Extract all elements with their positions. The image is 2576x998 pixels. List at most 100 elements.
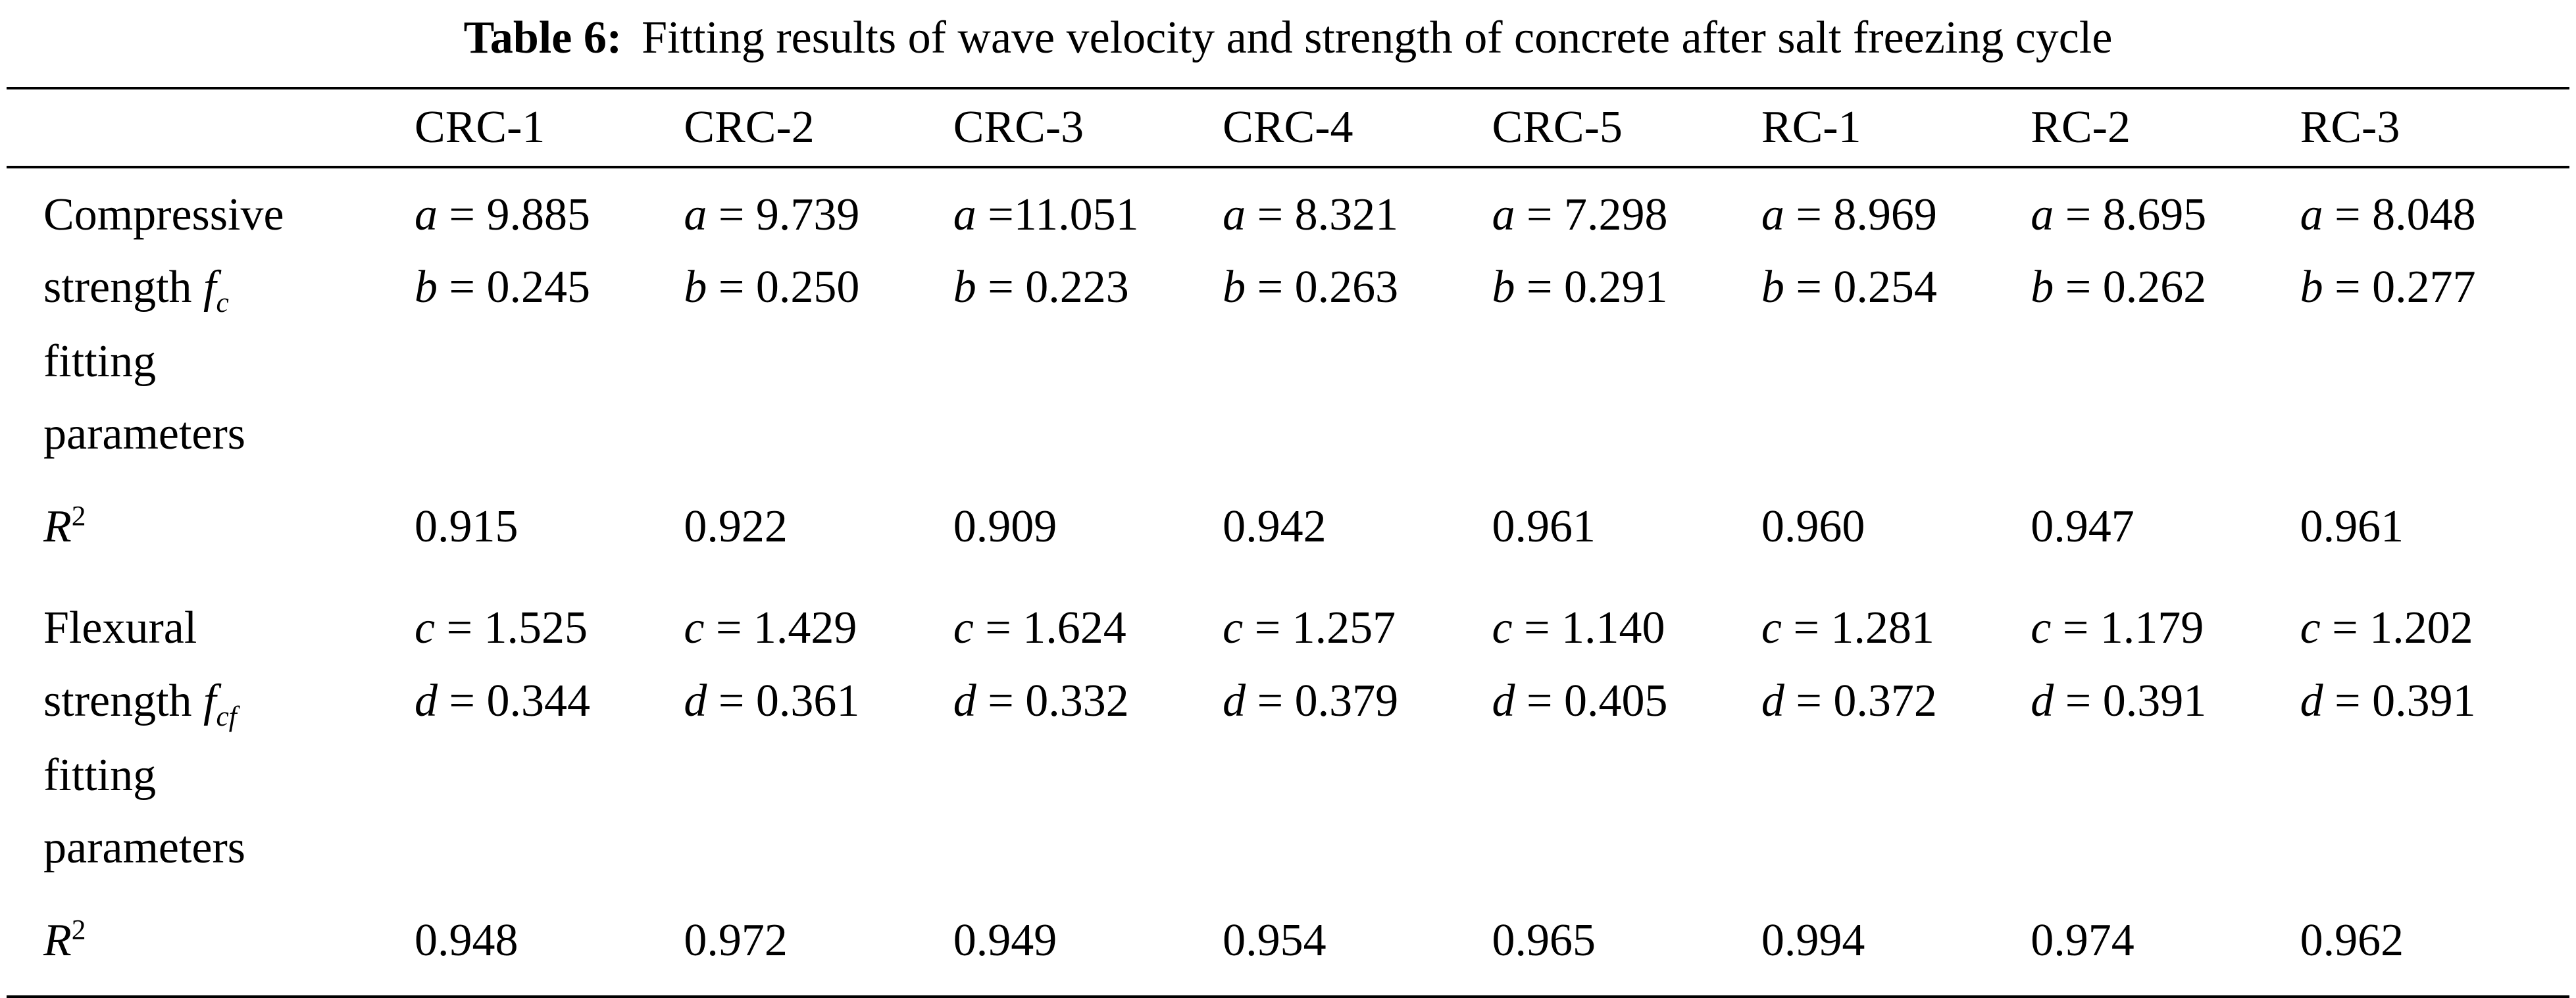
param-d: d = 0.379 [1223, 665, 1492, 738]
param-cell-rc-3: a = 8.048 b = 0.277 [2300, 167, 2569, 471]
param-cell-crc-2: a = 9.739 b = 0.250 [684, 167, 953, 471]
math-var-r: R [43, 915, 72, 966]
header-cell-rc-1: RC-1 [1761, 88, 2031, 167]
r2-value-cell: 0.909 [953, 471, 1223, 582]
row-label-line: fitting [43, 739, 415, 812]
math-var-fcf: f [203, 676, 216, 726]
r2-value-cell: 0.960 [1761, 471, 2031, 582]
math-subscript-c: c [216, 287, 228, 318]
r2-value-cell: 0.972 [684, 885, 953, 997]
param-cell-rc-2: a = 8.695 b = 0.262 [2031, 167, 2300, 471]
r2-value-cell: 0.949 [953, 885, 1223, 997]
header-cell-rc-2: RC-2 [2031, 88, 2300, 167]
row-label-r-squared: R2 [7, 885, 415, 997]
table-row-r2-flexural: R2 0.948 0.972 0.949 0.954 0.965 0.994 0… [7, 885, 2569, 997]
param-cell-rc-3: c = 1.202 d = 0.391 [2300, 582, 2569, 884]
table-caption: Table 6: Fitting results of wave velocity… [7, 9, 2569, 67]
r2-value-cell: 0.947 [2031, 471, 2300, 582]
header-cell-crc-1: CRC-1 [415, 88, 684, 167]
param-d: d = 0.332 [953, 665, 1223, 738]
param-a: a =11.051 [953, 179, 1223, 252]
param-cell-crc-4: a = 8.321 b = 0.263 [1223, 167, 1492, 471]
param-a: a = 9.885 [415, 179, 684, 252]
math-var-r: R [43, 501, 72, 552]
r2-value-cell: 0.915 [415, 471, 684, 582]
row-label-compressive: Compressive strength fc fitting paramete… [7, 167, 415, 471]
param-d: d = 0.405 [1492, 665, 1761, 738]
param-b: b = 0.263 [1223, 251, 1492, 324]
param-c: c = 1.429 [684, 592, 953, 665]
r2-value-cell: 0.954 [1223, 885, 1492, 997]
param-c: c = 1.257 [1223, 592, 1492, 665]
param-cell-rc-2: c = 1.179 d = 0.391 [2031, 582, 2300, 884]
param-a: a = 7.298 [1492, 179, 1761, 252]
param-cell-crc-1: a = 9.885 b = 0.245 [415, 167, 684, 471]
r2-value-cell: 0.961 [1492, 471, 1761, 582]
param-a: a = 8.048 [2300, 179, 2569, 252]
param-d: d = 0.391 [2300, 665, 2569, 738]
param-cell-crc-3: a =11.051 b = 0.223 [953, 167, 1223, 471]
header-cell-rc-3: RC-3 [2300, 88, 2569, 167]
row-label-line: Compressive [43, 179, 415, 252]
table-row-compressive-params: Compressive strength fc fitting paramete… [7, 167, 2569, 471]
param-c: c = 1.624 [953, 592, 1223, 665]
header-cell-crc-5: CRC-5 [1492, 88, 1761, 167]
row-label-line: Flexural [43, 592, 415, 665]
param-a: a = 9.739 [684, 179, 953, 252]
row-label-text: strength [43, 676, 203, 726]
row-label-line: parameters [43, 812, 415, 885]
header-cell-crc-3: CRC-3 [953, 88, 1223, 167]
fitting-results-table: CRC-1 CRC-2 CRC-3 CRC-4 CRC-5 RC-1 RC-2 … [7, 87, 2569, 998]
row-label-flexural: Flexural strength fcf fitting parameters [7, 582, 415, 884]
table-row-r2-compressive: R2 0.915 0.922 0.909 0.942 0.961 0.960 0… [7, 471, 2569, 582]
row-label-line: strength fc [43, 251, 415, 326]
param-cell-crc-5: a = 7.298 b = 0.291 [1492, 167, 1761, 471]
math-superscript-2: 2 [72, 501, 86, 532]
param-c: c = 1.281 [1761, 592, 2031, 665]
param-c: c = 1.140 [1492, 592, 1761, 665]
param-b: b = 0.250 [684, 251, 953, 324]
header-cell-empty [7, 88, 415, 167]
param-cell-crc-3: c = 1.624 d = 0.332 [953, 582, 1223, 884]
r2-value-cell: 0.961 [2300, 471, 2569, 582]
param-c: c = 1.525 [415, 592, 684, 665]
r2-value-cell: 0.942 [1223, 471, 1492, 582]
r2-value-cell: 0.922 [684, 471, 953, 582]
row-label-line: strength fcf [43, 665, 415, 739]
param-d: d = 0.344 [415, 665, 684, 738]
param-a: a = 8.321 [1223, 179, 1492, 252]
param-b: b = 0.277 [2300, 251, 2569, 324]
param-cell-crc-2: c = 1.429 d = 0.361 [684, 582, 953, 884]
param-d: d = 0.372 [1761, 665, 2031, 738]
param-a: a = 8.969 [1761, 179, 2031, 252]
param-cell-rc-1: c = 1.281 d = 0.372 [1761, 582, 2031, 884]
param-c: c = 1.202 [2300, 592, 2569, 665]
param-c: c = 1.179 [2031, 592, 2300, 665]
param-b: b = 0.245 [415, 251, 684, 324]
table-caption-text: Fitting results of wave velocity and str… [642, 12, 2112, 63]
header-row: CRC-1 CRC-2 CRC-3 CRC-4 CRC-5 RC-1 RC-2 … [7, 88, 2569, 167]
header-cell-crc-4: CRC-4 [1223, 88, 1492, 167]
param-cell-rc-1: a = 8.969 b = 0.254 [1761, 167, 2031, 471]
param-b: b = 0.254 [1761, 251, 2031, 324]
param-b: b = 0.291 [1492, 251, 1761, 324]
row-label-r-squared: R2 [7, 471, 415, 582]
math-superscript-2: 2 [72, 914, 86, 945]
param-cell-crc-4: c = 1.257 d = 0.379 [1223, 582, 1492, 884]
r2-value-cell: 0.974 [2031, 885, 2300, 997]
row-label-line: fitting [43, 326, 415, 399]
r2-value-cell: 0.965 [1492, 885, 1761, 997]
param-cell-crc-5: c = 1.140 d = 0.405 [1492, 582, 1761, 884]
param-d: d = 0.391 [2031, 665, 2300, 738]
param-b: b = 0.262 [2031, 251, 2300, 324]
math-subscript-cf: cf [216, 701, 236, 732]
r2-value-cell: 0.994 [1761, 885, 2031, 997]
table-caption-label: Table 6: [464, 12, 622, 63]
r2-value-cell: 0.948 [415, 885, 684, 997]
param-a: a = 8.695 [2031, 179, 2300, 252]
table-row-flexural-params: Flexural strength fcf fitting parameters… [7, 582, 2569, 884]
param-d: d = 0.361 [684, 665, 953, 738]
r2-value-cell: 0.962 [2300, 885, 2569, 997]
math-var-fc: f [203, 262, 216, 312]
